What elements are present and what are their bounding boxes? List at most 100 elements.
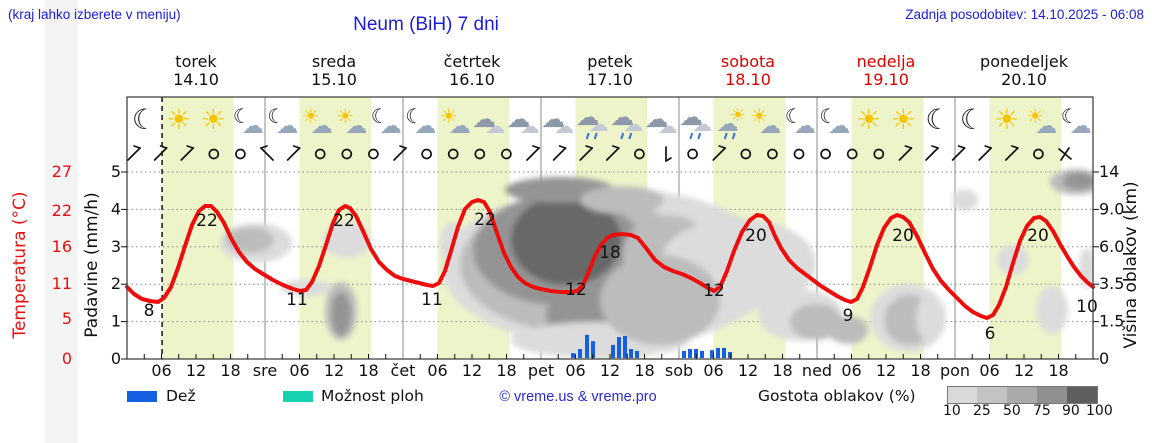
sun-cloud-icon: ☀☁ [750, 104, 781, 139]
moon-cloud-icon: ☾☁ [267, 104, 298, 139]
svg-text:18: 18 [772, 361, 792, 380]
svg-text:27: 27 [52, 162, 72, 181]
svg-text:☾: ☾ [925, 103, 950, 136]
temperature-axis-title: Temperatura (°C) [10, 191, 30, 339]
svg-text:☾: ☾ [785, 104, 803, 128]
svg-text:☀: ☀ [166, 103, 191, 136]
svg-text:06: 06 [979, 361, 999, 380]
svg-text:☀: ☀ [336, 104, 354, 128]
svg-text:06: 06 [427, 361, 447, 380]
svg-text:22: 22 [52, 201, 72, 220]
wind-barb-calm [634, 148, 645, 160]
svg-text:12: 12 [703, 281, 725, 301]
svg-text:6: 6 [985, 324, 996, 344]
svg-text:18: 18 [220, 361, 240, 380]
svg-text:0: 0 [111, 349, 121, 368]
clouds-rain-icon: ☁☁ [576, 103, 609, 140]
svg-text:☁: ☁ [345, 114, 367, 139]
svg-text:20: 20 [745, 226, 767, 246]
svg-text:☾: ☾ [371, 104, 389, 128]
svg-text:14: 14 [1099, 162, 1119, 181]
moon-cloud-icon: ☾☁ [405, 104, 436, 139]
svg-text:☁: ☁ [828, 114, 850, 139]
svg-text:20: 20 [1027, 226, 1049, 246]
svg-text:06: 06 [289, 361, 309, 380]
rain-color-swatch [127, 391, 157, 402]
svg-text:8: 8 [144, 301, 155, 321]
wind-barb-ne [393, 145, 407, 161]
sun-icon: ☀ [201, 103, 226, 136]
wind-barb-sw [260, 145, 274, 161]
svg-text:☁: ☁ [449, 114, 471, 139]
day-date: 19.10 [863, 70, 909, 89]
wind-barb-ne [925, 145, 939, 161]
svg-text:18: 18 [1048, 361, 1068, 380]
svg-text:☀: ☀ [750, 104, 768, 128]
svg-text:☾: ☾ [233, 104, 251, 128]
svg-text:18: 18 [599, 243, 621, 263]
density-scale-segment [1067, 386, 1098, 404]
sun-icon: ☀ [994, 103, 1019, 136]
svg-text:☀: ☀ [730, 105, 746, 126]
wind-barb-ne [526, 145, 540, 161]
moon-icon: ☾ [925, 103, 950, 136]
svg-text:3.5: 3.5 [1099, 274, 1124, 293]
copyright-link[interactable]: © vreme.us & vreme.pro [499, 389, 657, 405]
temperature-value-labels: 8 22 11 22 11 22 12 18 12 20 9 20 6 20 10 [144, 210, 1098, 344]
svg-text:12: 12 [186, 361, 206, 380]
sun-icon: ☀ [891, 103, 916, 136]
svg-text:☁: ☁ [794, 114, 816, 139]
svg-text:☀: ☀ [1026, 104, 1044, 128]
svg-text:2: 2 [111, 274, 121, 293]
svg-text:☀: ☀ [891, 103, 916, 136]
svg-text:☾: ☾ [267, 104, 285, 128]
sun-cloud-icon: ☀☁ [1026, 104, 1057, 139]
density-tick-label: 50 [1003, 403, 1021, 419]
svg-text:16: 16 [52, 237, 72, 256]
wind-barb-ne [898, 145, 913, 161]
menu-hint-text: (kraj lahko izberete v meniju) [8, 7, 181, 22]
svg-text:0: 0 [1099, 349, 1109, 368]
svg-text:☀: ☀ [201, 103, 226, 136]
svg-text:9.0: 9.0 [1099, 199, 1124, 218]
density-tick-label: 75 [1033, 403, 1051, 419]
svg-text:12: 12 [324, 361, 344, 380]
svg-text:ned: ned [802, 361, 832, 380]
wind-barb-calm [314, 148, 326, 160]
svg-text:5: 5 [62, 309, 72, 328]
wind-barb-ne [579, 145, 594, 161]
moon-cloud-icon: ☾☁ [819, 104, 850, 139]
svg-text:pet: pet [528, 361, 554, 380]
moon-icon: ☾ [132, 103, 157, 136]
svg-text:☁: ☁ [717, 112, 739, 137]
svg-text:☁: ☁ [507, 105, 531, 133]
wind-barb-calm [368, 148, 379, 160]
density-scale-segment [1007, 386, 1037, 404]
svg-text:☁: ☁ [311, 114, 333, 139]
weather-icons: ☾ ☀ ☀ ☾☁ ☾☁ ☀☁ ☀☁ ☾☁ ☾☁ ☀☁ ☁☁ ☁☁ ☁☁ ☁☁ ☁☁ ☁☁ ☁☁ ☀☁ ☀☁ ☾☁ ☾☁ ☀… [132, 103, 1092, 140]
wind-barb-s [665, 146, 672, 162]
wind-barb-ne [978, 145, 993, 161]
wind-barb-calm [820, 148, 831, 160]
density-tick-label: 25 [973, 403, 991, 419]
wind-barb-calm [235, 148, 246, 160]
svg-text:06: 06 [841, 361, 861, 380]
svg-text:0: 0 [62, 349, 72, 368]
sun-cloud-icon: ☀☁ [336, 104, 367, 139]
time-tick-marks [121, 171, 1099, 360]
density-scale-segment [977, 386, 1007, 404]
svg-text:22: 22 [474, 210, 496, 230]
wind-barb-calm [341, 148, 353, 160]
svg-text:☁: ☁ [472, 105, 496, 133]
density-scale-segment [1037, 386, 1067, 404]
svg-text:☁: ☁ [554, 114, 574, 138]
rain-bars [571, 334, 732, 358]
sun-cloud-icon: ☀☁ [440, 104, 471, 139]
svg-text:11: 11 [286, 290, 308, 310]
svg-text:sre: sre [253, 361, 277, 380]
wind-barb-ne [1004, 145, 1019, 161]
showers-legend-label: Možnost ploh [321, 387, 424, 405]
precipitation-axis-ticks: 5 4 3 2 1 0 [111, 162, 121, 368]
day-date: 17.10 [587, 70, 633, 89]
